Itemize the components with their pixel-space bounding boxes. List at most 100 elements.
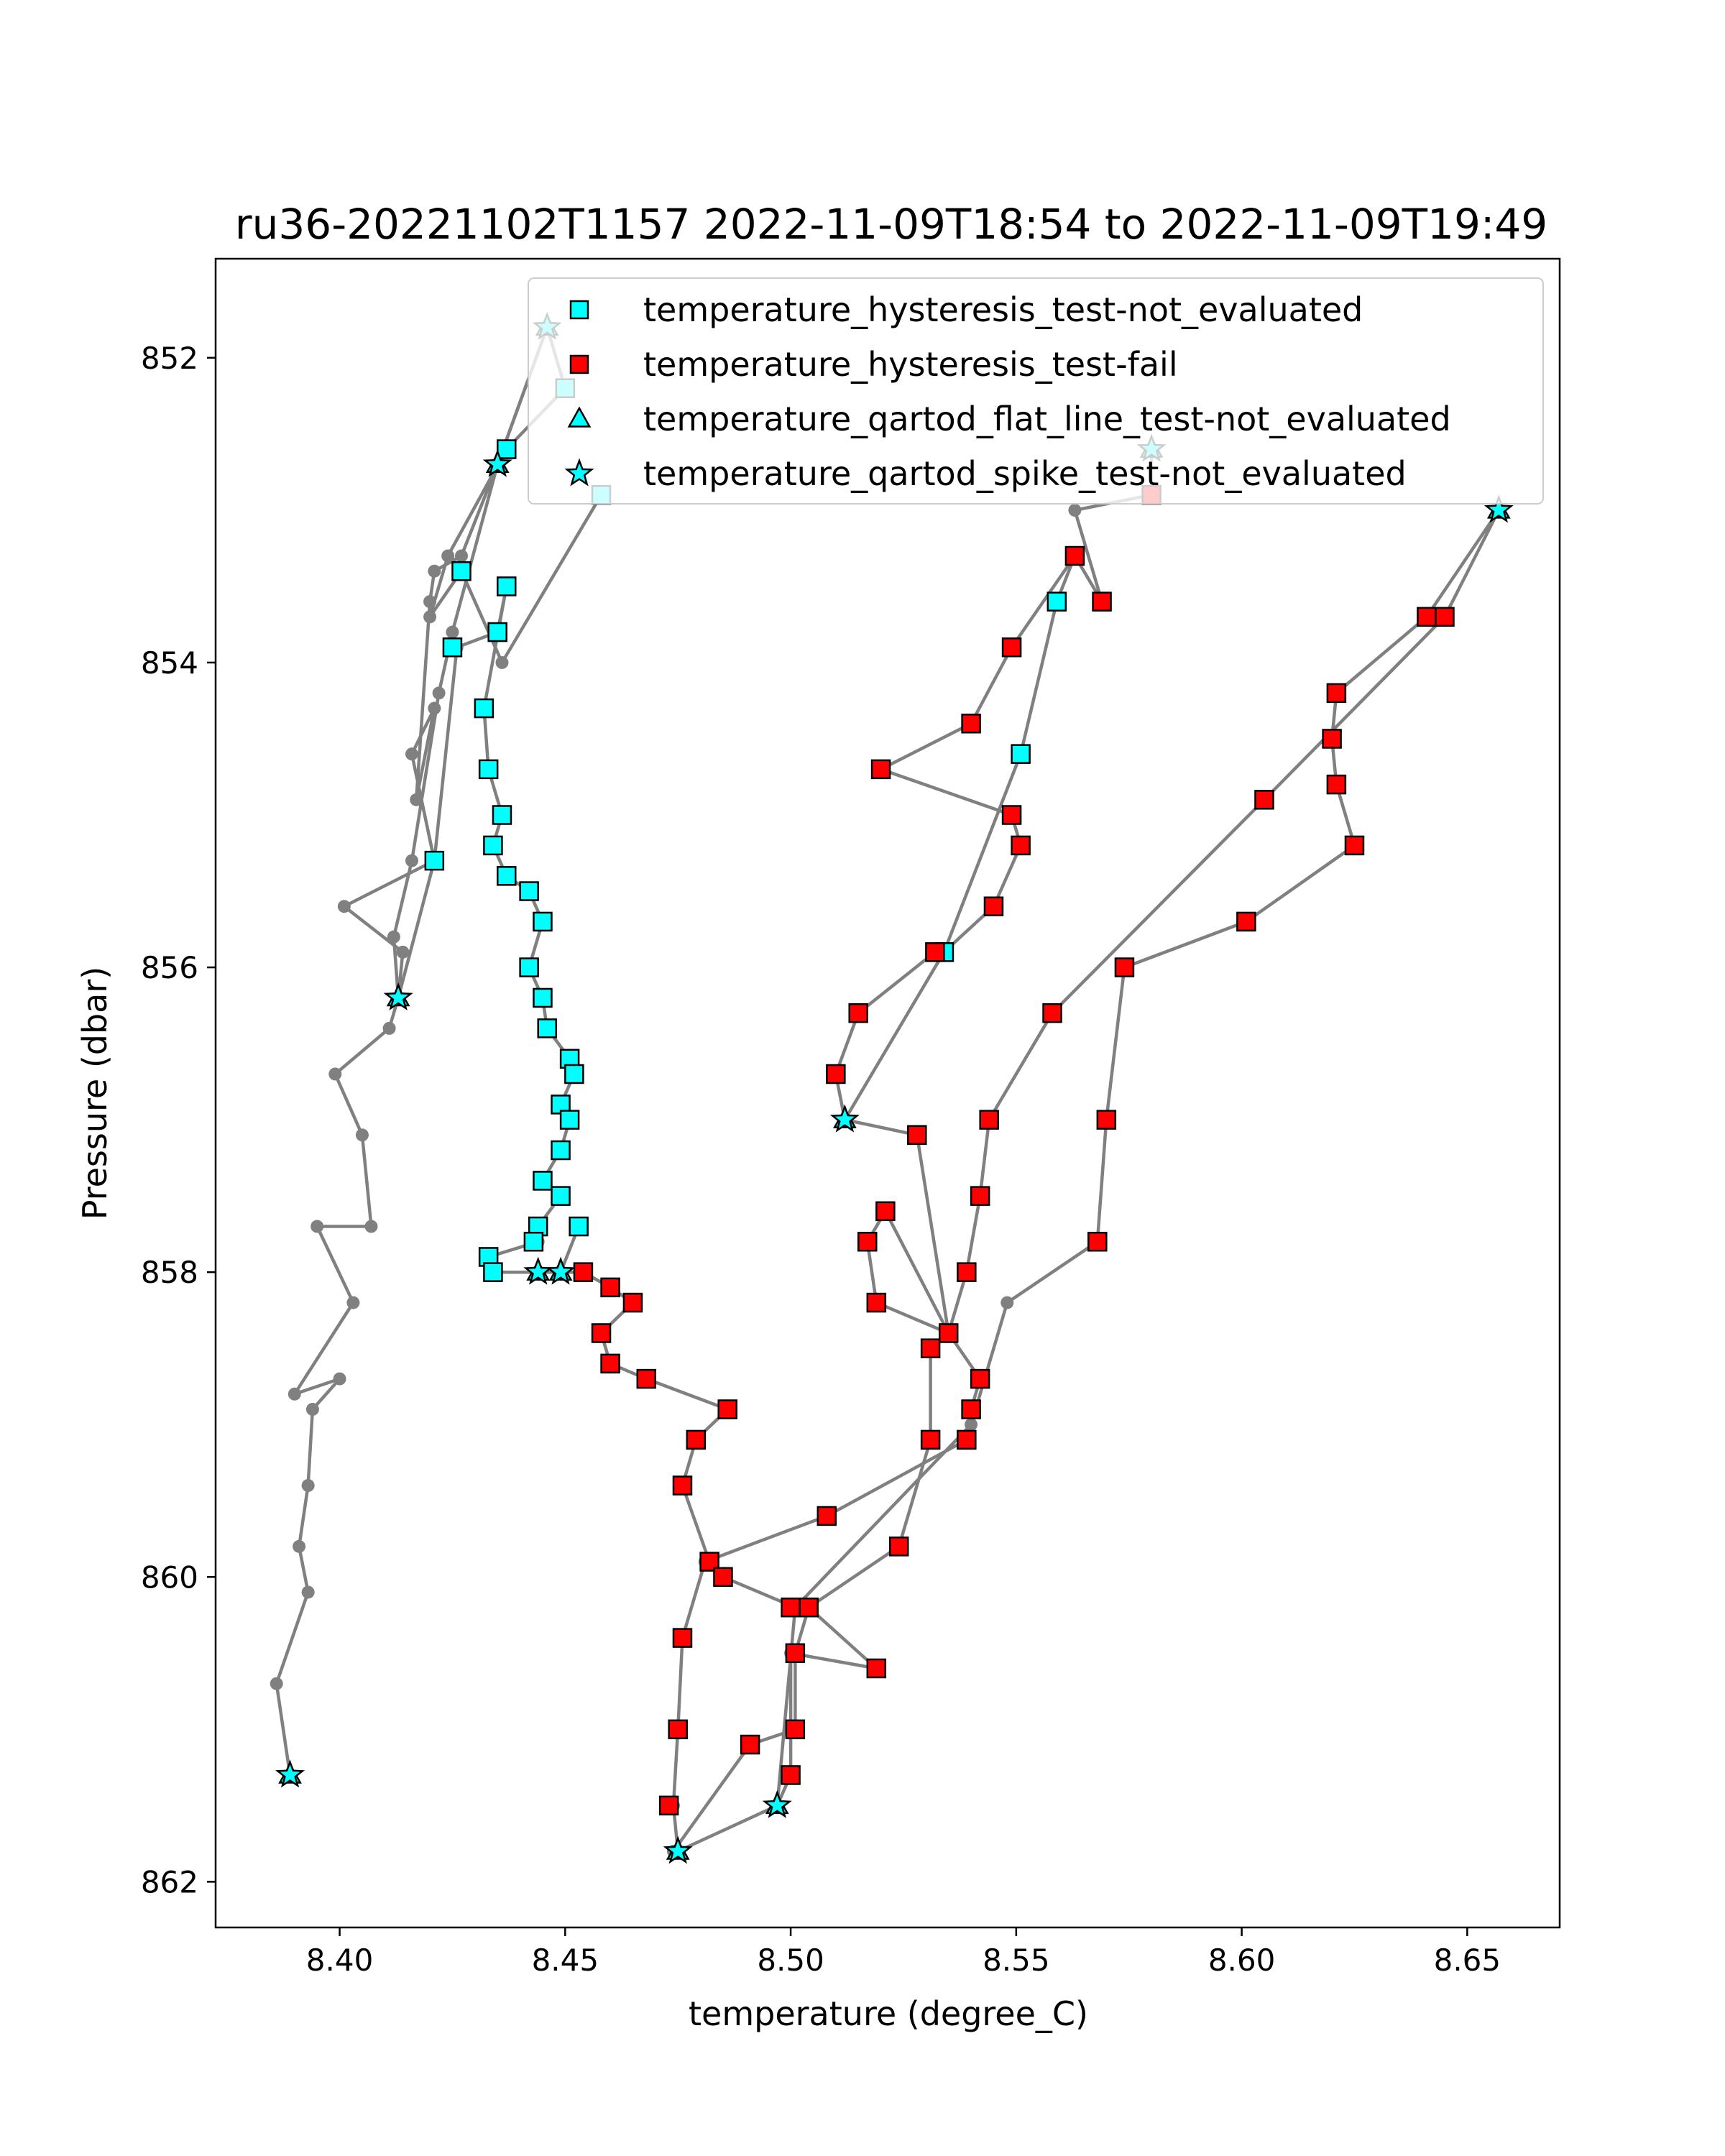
hysteresis-fail-marker xyxy=(785,1719,806,1740)
hysteresis-fail-marker xyxy=(1344,835,1365,856)
profile-point xyxy=(428,564,441,578)
spike-not-evaluated-marker xyxy=(762,1789,792,1818)
hysteresis-not-evaluated-marker xyxy=(551,1140,571,1161)
hysteresis-not-evaluated-marker xyxy=(551,1186,571,1206)
spike-not-evaluated-marker xyxy=(523,1256,553,1285)
hysteresis-fail-marker xyxy=(658,1795,679,1816)
hysteresis-not-evaluated-marker xyxy=(1046,591,1067,612)
profile-point xyxy=(405,854,418,867)
profile-point xyxy=(454,549,468,563)
hysteresis-not-evaluated-marker xyxy=(1011,744,1031,764)
profile-line xyxy=(275,326,549,1776)
hysteresis-fail-marker xyxy=(816,1506,837,1526)
hysteresis-fail-marker xyxy=(622,1292,643,1313)
hysteresis-fail-marker xyxy=(636,1368,657,1389)
hysteresis-fail-marker xyxy=(938,1323,959,1343)
plot-area xyxy=(214,257,1561,1929)
hysteresis-fail-marker xyxy=(740,1734,760,1755)
profile-point xyxy=(364,1220,378,1233)
profile-point xyxy=(441,549,455,563)
hysteresis-fail-marker xyxy=(799,1597,819,1618)
hysteresis-not-evaluated-marker xyxy=(483,1262,503,1282)
spike-not-evaluated-marker xyxy=(1484,494,1514,523)
hysteresis-fail-marker xyxy=(781,1765,801,1785)
x-tick-label: 8.40 xyxy=(306,1943,374,1978)
hysteresis-fail-marker xyxy=(600,1353,620,1374)
hysteresis-fail-marker xyxy=(672,1475,693,1496)
profile-point xyxy=(965,1418,978,1432)
y-tick-label: 852 xyxy=(141,341,198,376)
profile-point xyxy=(396,945,410,959)
hysteresis-fail-marker xyxy=(686,1429,707,1450)
profile-point xyxy=(270,1677,283,1690)
hysteresis-not-evaluated-marker xyxy=(496,439,517,459)
profile-point xyxy=(346,1296,360,1309)
hysteresis-fail-marker xyxy=(1417,607,1437,627)
profile-point xyxy=(423,610,437,624)
y-tick-label: 862 xyxy=(141,1864,198,1899)
hysteresis-fail-marker xyxy=(920,1338,941,1358)
hysteresis-fail-marker xyxy=(717,1399,737,1419)
hysteresis-fail-marker xyxy=(957,1429,977,1450)
hysteresis-fail-marker xyxy=(1092,591,1112,612)
hysteresis-fail-marker xyxy=(1236,911,1256,932)
profile-point xyxy=(495,655,509,669)
x-tick-label: 8.50 xyxy=(757,1943,824,1978)
hysteresis-fail-marker xyxy=(848,1003,868,1023)
legend-triangle-icon xyxy=(567,406,592,428)
hysteresis-fail-marker xyxy=(1011,835,1031,856)
hysteresis-not-evaluated-marker xyxy=(569,1216,589,1237)
profile-point xyxy=(328,1067,342,1081)
profile-point xyxy=(1000,1296,1014,1309)
legend-box xyxy=(528,277,1544,505)
hysteresis-not-evaluated-marker xyxy=(519,881,539,901)
profile-point xyxy=(310,1220,324,1233)
profile-point xyxy=(405,747,418,761)
y-axis-label: Pressure (dbar) xyxy=(75,967,114,1220)
legend-square-icon xyxy=(569,300,589,320)
hysteresis-fail-marker xyxy=(668,1719,688,1740)
hysteresis-not-evaluated-marker xyxy=(424,850,445,871)
hysteresis-fail-marker xyxy=(1096,1110,1117,1130)
y-tick-label: 854 xyxy=(141,645,198,681)
legend-label: temperature_hysteresis_test-fail xyxy=(643,345,1178,384)
hysteresis-fail-marker xyxy=(920,1429,941,1450)
hysteresis-fail-marker xyxy=(1042,1003,1062,1023)
chart-title: ru36-20221102T1157 2022-11-09T18:54 to 2… xyxy=(235,200,1547,249)
hysteresis-not-evaluated-marker xyxy=(487,622,507,642)
hysteresis-fail-marker xyxy=(672,1628,693,1648)
y-tick-label: 858 xyxy=(141,1255,198,1290)
hysteresis-fail-marker xyxy=(907,1125,927,1146)
hysteresis-fail-marker xyxy=(983,896,1004,916)
hysteresis-fail-marker xyxy=(1435,607,1455,627)
hysteresis-fail-marker xyxy=(957,1262,977,1282)
spike-not-evaluated-marker xyxy=(275,1759,305,1788)
hysteresis-not-evaluated-marker xyxy=(483,835,503,856)
y-tick-label: 856 xyxy=(141,950,198,985)
x-tick-label: 8.55 xyxy=(983,1943,1050,1978)
x-axis-label: temperature (degree_C) xyxy=(689,1994,1088,2033)
legend-square-icon xyxy=(569,354,589,374)
hysteresis-not-evaluated-marker xyxy=(533,987,553,1008)
hysteresis-not-evaluated-marker xyxy=(496,576,517,596)
profile-point xyxy=(387,930,400,944)
hysteresis-not-evaluated-marker xyxy=(519,957,539,977)
hysteresis-not-evaluated-marker xyxy=(523,1232,544,1252)
x-tick-label: 8.60 xyxy=(1208,1943,1276,1978)
legend-star-icon xyxy=(564,458,594,487)
hysteresis-fail-marker xyxy=(600,1277,620,1298)
profile-point xyxy=(333,1372,346,1386)
hysteresis-fail-marker xyxy=(1254,790,1274,810)
hysteresis-fail-marker xyxy=(979,1110,999,1130)
hysteresis-fail-marker xyxy=(713,1567,733,1588)
profile-point xyxy=(293,1539,306,1553)
hysteresis-fail-marker xyxy=(857,1232,878,1252)
hysteresis-fail-marker xyxy=(1064,545,1085,566)
hysteresis-fail-marker xyxy=(925,942,945,962)
hysteresis-fail-marker xyxy=(888,1537,909,1557)
hysteresis-fail-marker xyxy=(573,1262,594,1282)
hysteresis-fail-marker xyxy=(1087,1232,1108,1252)
profile-point xyxy=(301,1479,315,1493)
hysteresis-fail-marker xyxy=(1114,957,1135,977)
